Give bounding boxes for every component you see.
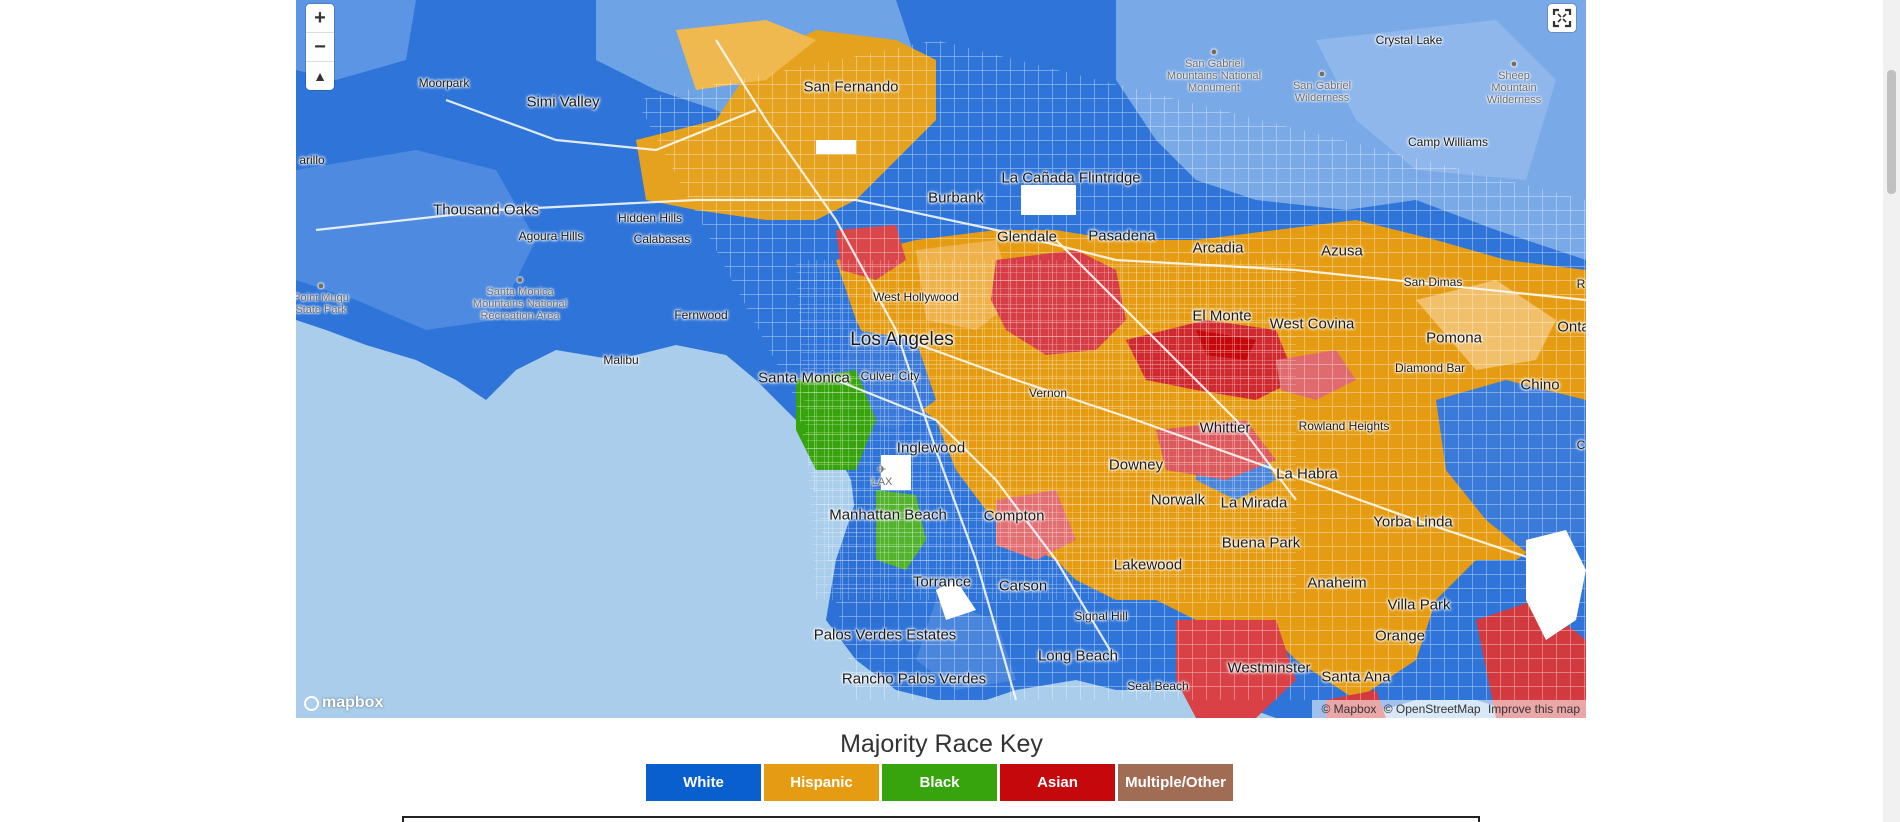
page-scrollbar[interactable]	[1883, 0, 1900, 822]
poi-label: ● San Gabriel Wilderness	[1293, 68, 1351, 104]
mapbox-attribution-link[interactable]: © Mapbox	[1321, 702, 1377, 716]
scrollbar-thumb[interactable]	[1887, 70, 1896, 194]
poi-name: Santa Monica Mountains National Recreati…	[472, 286, 568, 322]
legend-item-hispanic: Hispanic	[764, 764, 879, 801]
poi-name: LAX	[871, 476, 893, 488]
zoom-out-button[interactable]: −	[306, 33, 334, 62]
poi-label: ● San Gabriel Mountains National Monument	[1167, 46, 1261, 94]
park-pin-icon: ●	[1210, 46, 1218, 58]
mapbox-logo-text: mapbox	[322, 694, 384, 711]
poi-label: ● Santa Monica Mountains National Recreat…	[473, 274, 567, 322]
legend-item-black: Black	[882, 764, 997, 801]
fullscreen-icon	[1552, 8, 1572, 28]
improve-map-link[interactable]: Improve this map	[1487, 702, 1580, 716]
map-attribution: © Mapbox © OpenStreetMap Improve this ma…	[1311, 700, 1586, 718]
poi-label: ✈ LAX	[872, 464, 893, 488]
poi-name: Sheep Mountain Wilderness	[1486, 70, 1542, 106]
mapbox-logo-icon	[304, 695, 319, 711]
poi-name: San Gabriel Mountains National Monument	[1166, 58, 1262, 94]
park-pin-icon: ●	[1510, 58, 1518, 70]
mapbox-logo[interactable]: mapbox	[304, 694, 383, 712]
legend-item-asian: Asian	[1000, 764, 1115, 801]
ad-banner-frame	[402, 816, 1480, 822]
poi-label: ● Point Mugu State Park	[296, 280, 349, 316]
poi-name: Point Mugu State Park	[296, 292, 349, 316]
poi-label: ● Sheep Mountain Wilderness	[1478, 58, 1550, 106]
fullscreen-button[interactable]	[1548, 4, 1576, 32]
legend-item-white: White	[646, 764, 761, 801]
legend-title: Majority Race Key	[840, 730, 1043, 758]
compass-button[interactable]: ▲	[313, 68, 327, 84]
park-pin-icon: ●	[516, 274, 524, 286]
park-pin-icon: ●	[1318, 68, 1326, 80]
legend-item-multiple-other: Multiple/Other	[1118, 764, 1233, 801]
majority-race-key: White Hispanic Black Asian Multiple/Other	[646, 764, 1233, 801]
map-navigation-control: + − ▲	[306, 4, 334, 90]
map-base-layer	[296, 0, 1586, 718]
zoom-in-button[interactable]: +	[306, 4, 334, 33]
airport-icon: ✈	[877, 464, 887, 476]
poi-name: San Gabriel Wilderness	[1292, 80, 1352, 104]
race-map[interactable]: Los Angeles Simi Valley San Fernando Burban…	[296, 0, 1586, 718]
osm-attribution-link[interactable]: © OpenStreetMap	[1383, 702, 1481, 716]
park-pin-icon: ●	[317, 280, 325, 292]
